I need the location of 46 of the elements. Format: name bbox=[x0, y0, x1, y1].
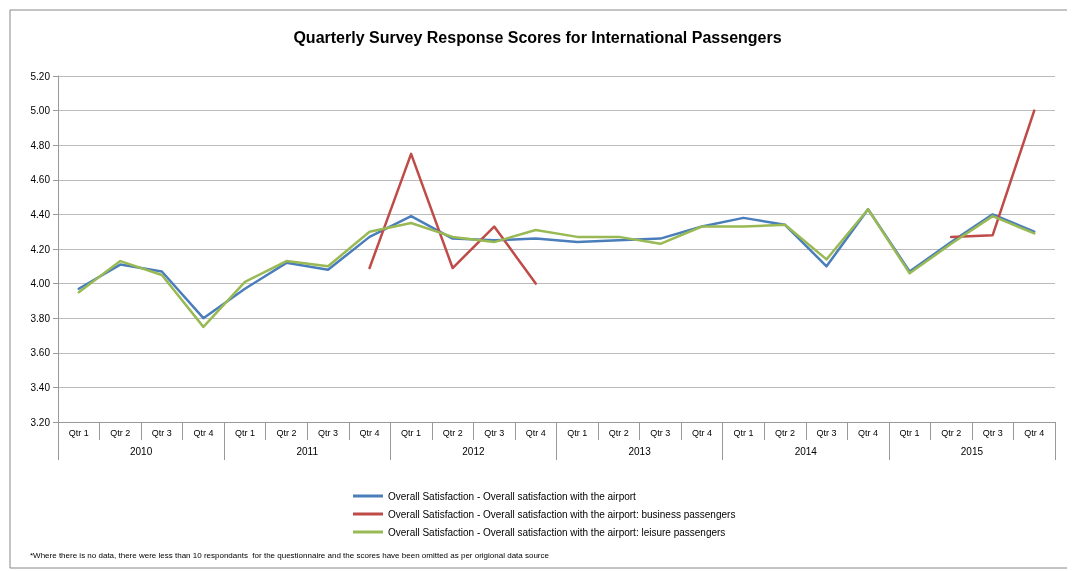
y-tick-label: 3.40 bbox=[30, 381, 51, 393]
x-tick-label: Qtr 3 bbox=[151, 427, 172, 438]
x-tick-label: Qtr 1 bbox=[234, 427, 255, 438]
text: 2015 bbox=[960, 445, 984, 457]
x-tick-label: Qtr 3 bbox=[650, 427, 671, 438]
text: 2011 bbox=[296, 445, 319, 457]
y-tick-label: 3.20 bbox=[30, 416, 51, 428]
y-tick-label: 3.80 bbox=[30, 312, 51, 324]
x-tick-label: Qtr 4 bbox=[359, 427, 380, 438]
x-tick-label: Qtr 2 bbox=[774, 427, 795, 438]
text: 2013 bbox=[628, 445, 652, 457]
text: 2012 bbox=[462, 445, 485, 457]
x-tick-label: Qtr 3 bbox=[816, 427, 837, 438]
legend-label: Overall Satisfaction - Overall satisfaction with the airport: business passengers bbox=[388, 508, 736, 520]
chart-title: Quarterly Survey Response Scores for International Passengers bbox=[293, 28, 782, 46]
y-tick-label: 4.40 bbox=[30, 208, 51, 220]
x-tick-label: Qtr 2 bbox=[442, 427, 463, 438]
y-tick-label: 4.80 bbox=[30, 139, 51, 151]
y-tick-label: 4.20 bbox=[30, 243, 51, 255]
x-tick-label: Qtr 3 bbox=[318, 427, 339, 438]
x-tick-label: Qtr 3 bbox=[982, 427, 1003, 438]
y-tick-label: 3.60 bbox=[30, 347, 51, 359]
text: 2010 bbox=[129, 445, 153, 457]
x-tick-label: Qtr 4 bbox=[1024, 427, 1045, 438]
y-tick-label: 4.00 bbox=[30, 278, 51, 290]
text: 2014 bbox=[794, 445, 818, 457]
x-tick-label: Qtr 2 bbox=[608, 427, 629, 438]
x-tick-label: Qtr 2 bbox=[941, 427, 962, 438]
x-tick-label: Qtr 1 bbox=[401, 427, 422, 438]
y-tick-label: 5.00 bbox=[30, 105, 51, 117]
x-tick-label: Qtr 1 bbox=[68, 427, 89, 438]
legend-label: Overall Satisfaction - Overall satisfaction with the airport: leisure passengers bbox=[388, 526, 726, 538]
x-tick-label: Qtr 4 bbox=[525, 427, 546, 438]
x-tick-label: Qtr 2 bbox=[276, 427, 297, 438]
x-tick-label: Qtr 4 bbox=[193, 427, 214, 438]
legend-label: Overall Satisfaction - Overall satisfaction with the airport bbox=[388, 490, 637, 502]
x-tick-label: Qtr 4 bbox=[858, 427, 879, 438]
x-tick-label: Qtr 1 bbox=[899, 427, 920, 438]
y-tick-label: 4.60 bbox=[30, 174, 51, 186]
x-tick-label: Qtr 2 bbox=[110, 427, 131, 438]
y-tick-label: 5.20 bbox=[30, 70, 51, 82]
text: *Where there is no data, there were less than 10 respondants for the questionnaire and the scores have been omitted as per origional data source bbox=[30, 550, 550, 560]
x-tick-label: Qtr 1 bbox=[733, 427, 754, 438]
x-tick-label: Qtr 4 bbox=[691, 427, 712, 438]
x-tick-label: Qtr 3 bbox=[484, 427, 505, 438]
x-tick-label: Qtr 1 bbox=[567, 427, 588, 438]
